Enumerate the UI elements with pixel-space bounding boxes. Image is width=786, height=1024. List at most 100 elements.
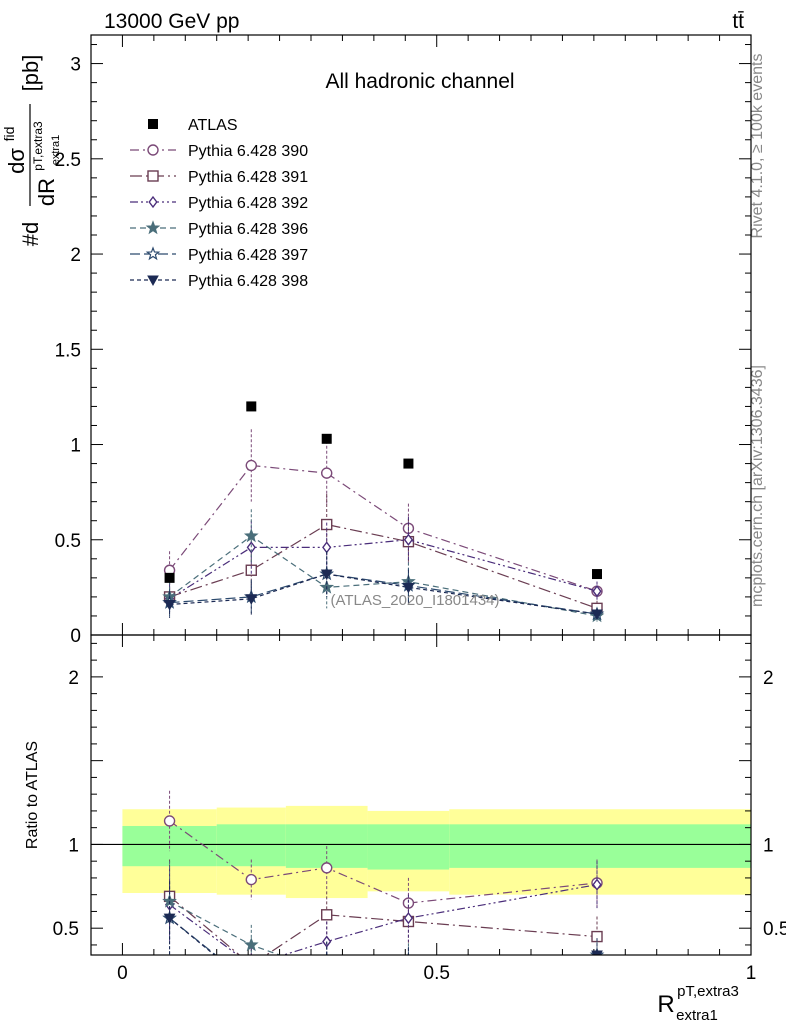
legend-marker [147, 170, 159, 182]
legend-entry-5: Pythia 6.428 397 [130, 246, 308, 264]
main-y-tick-label: 2.5 [55, 150, 81, 171]
ratio-series-marker [322, 956, 332, 965]
legend-entry-4: Pythia 6.428 396 [130, 220, 308, 238]
legend-label: Pythia 6.428 396 [188, 221, 308, 238]
main-y-tick-label: 0.5 [55, 531, 81, 552]
ratio-series-marker [246, 960, 256, 970]
legend-marker [145, 246, 161, 261]
ratio-y-tick-label-left: 2 [68, 668, 79, 689]
ratio-uncertainty-bands [91, 805, 751, 899]
main-chart-title: All hadronic channel [325, 70, 514, 93]
ratio-tick-labels: 0.5 0.5 1 1 2 2 0 0.5 1 [53, 668, 786, 984]
main-y-tick-label: 1.5 [55, 340, 81, 361]
ratio-frame [90, 634, 752, 956]
main-series-marker [320, 569, 333, 581]
ratio-y-tick-label-right: 1 [763, 835, 774, 856]
atlas-data-point [321, 433, 332, 444]
ratio-series-marker [403, 961, 413, 970]
legend-marker [145, 220, 161, 235]
atlas-data-point [403, 458, 414, 469]
legend: ATLAS Pythia 6.428 390 Pythia 6.428 391 Pyt… [130, 117, 308, 290]
x-tick-label: 0.5 [424, 963, 450, 984]
main-y-tick-labels: 0 0.5 1 1.5 2 2.5 3 [55, 55, 81, 647]
main-series-marker [592, 585, 602, 598]
main-series-marker [403, 533, 414, 546]
main-series-marker [402, 582, 415, 594]
ratio-series-marker [321, 862, 333, 874]
ratio-inner-band [367, 824, 450, 870]
ratio-series-line [169, 917, 597, 955]
main-y-tick-label: 3 [70, 55, 81, 76]
main-series-marker [591, 609, 603, 621]
y-title-numerator: dσ [4, 148, 29, 174]
main-series-line [169, 464, 598, 592]
x-tick-label: 0 [117, 963, 128, 984]
ratio-series-marker [591, 930, 603, 943]
ratio-y-tick-label-left: 1 [68, 835, 79, 856]
legend-entry-atlas: ATLAS [148, 117, 238, 134]
ratio-series-line [169, 884, 598, 955]
main-series-marker [322, 541, 332, 554]
legend-marker [147, 275, 159, 287]
main-series-marker [243, 528, 259, 543]
main-series-marker [245, 564, 257, 576]
atlas-data-point [164, 572, 175, 583]
x-title-sub: extra1 [676, 1007, 718, 1024]
ratio-inner-band [216, 824, 286, 867]
ratio-series-marker [163, 815, 176, 827]
main-y-axis-title: #d dσ fid dR pT,extra3 extra1 [pb] [1, 55, 62, 247]
x-axis-title: R pT,extra3 extra1 [657, 983, 739, 1024]
ratio-inner-band [449, 824, 751, 868]
main-y-tick-label: 1 [70, 436, 81, 457]
y-title-denominator-sup: pT,extra3 [31, 121, 45, 171]
legend-entry-1: Pythia 6.428 390 [130, 143, 308, 160]
y-title-denominator: dR [34, 178, 59, 206]
ratio-series-5 [162, 881, 605, 968]
main-series-marker [321, 467, 333, 479]
ratio-series-line [169, 895, 598, 955]
main-data-points [164, 401, 602, 583]
atlas-data-point [246, 401, 257, 412]
atlas-data-point [592, 569, 602, 580]
y-title-prefix: #d [18, 222, 43, 246]
legend-label: Pythia 6.428 392 [188, 195, 308, 212]
ratio-series-marker [325, 952, 328, 955]
ratio-y-tick-label-left: 0.5 [53, 919, 79, 940]
legend-entry-2: Pythia 6.428 391 [130, 169, 308, 186]
ratio-series-group [162, 790, 605, 990]
ratio-y-tick-label-right: 0.5 [763, 919, 786, 940]
x-title-sup: pT,extra3 [677, 983, 739, 1000]
ratio-series-marker [407, 952, 410, 955]
main-series-6 [163, 551, 603, 621]
ratio-series-marker [402, 897, 415, 909]
legend-entry-6: Pythia 6.428 398 [130, 273, 308, 290]
analysis-label: (ATLAS_2020_I1801434) [330, 592, 499, 609]
ratio-y-axis-title: Ratio to ATLAS [24, 741, 41, 849]
y-title-numerator-sup: fid [1, 127, 17, 142]
main-series-line [169, 523, 598, 609]
ratio-series-marker [321, 966, 332, 977]
legend-label: ATLAS [188, 117, 238, 134]
ratio-series-marker [243, 937, 259, 952]
rivet-version-label: Rivet 4.1.0, ≥ 100k events [749, 54, 766, 239]
ratio-series-marker [403, 957, 414, 968]
legend-label: Pythia 6.428 397 [188, 247, 308, 264]
legend-label: Pythia 6.428 390 [188, 143, 308, 160]
ratio-series-marker [163, 913, 176, 925]
ratio-series-marker [246, 981, 256, 990]
x-tick-label: 1 [746, 963, 757, 984]
main-series-marker [246, 541, 256, 554]
main-panel: 0 0.5 1 1.5 2 2.5 3 All hadronic channel (ATLA… [1, 34, 752, 647]
y-title-denominator-sub: extra1 [50, 135, 62, 166]
main-series-marker [245, 594, 258, 605]
main-series-marker [245, 459, 257, 472]
ratio-series-marker [592, 878, 602, 891]
ratio-y-tick-label-right: 2 [763, 668, 774, 689]
ratio-series-marker [321, 909, 333, 921]
ratio-series-marker [403, 911, 414, 925]
process-label: tt̄ [732, 10, 744, 33]
ratio-series-marker [248, 960, 256, 970]
ratio-panel: 0.5 0.5 1 1 2 2 0 0.5 1 Ratio to ATLAS R pT,extr… [24, 634, 786, 1024]
main-series-1 [163, 429, 603, 601]
